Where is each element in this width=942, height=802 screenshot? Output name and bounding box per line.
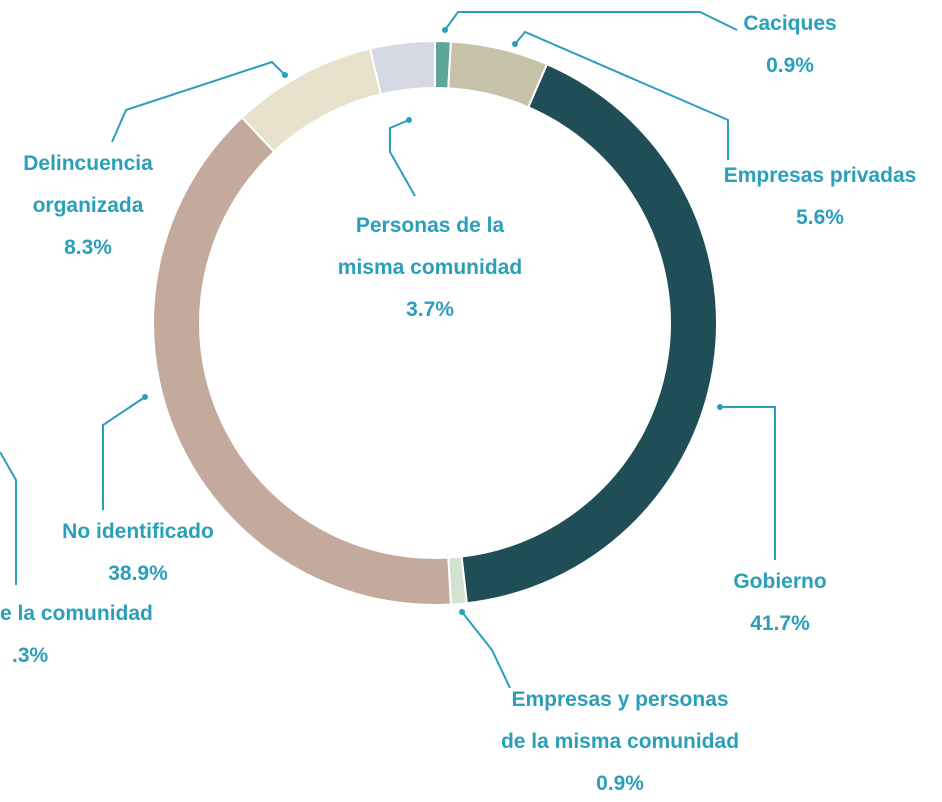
leader-line: [444, 11, 738, 31]
leader-line: [514, 30, 729, 160]
value-label: 0.9%: [766, 54, 814, 77]
leader-line: [389, 119, 416, 197]
donut-segment: [368, 39, 436, 96]
leader-lines: [0, 11, 776, 689]
leader-line: [720, 406, 776, 560]
leader-dot: [406, 117, 412, 123]
leader-line: [461, 611, 511, 689]
donut-segment: [152, 116, 452, 606]
segment-label: Caciques: [743, 12, 836, 35]
value-label: 3.7%: [406, 298, 454, 321]
leader-line: [0, 451, 17, 585]
annotation: .3%: [12, 644, 49, 667]
segment-label: de la misma comunidad: [501, 730, 739, 753]
leader-dot: [717, 404, 723, 410]
leader-dot: [459, 609, 465, 615]
segment-label: Personas de la: [356, 214, 505, 237]
segment-label: misma comunidad: [338, 256, 522, 279]
value-label: 38.9%: [108, 562, 168, 585]
leader-dot: [282, 72, 288, 78]
leader-dot: [512, 41, 518, 47]
value-label: 5.6%: [796, 206, 844, 229]
segment-label: Delincuencia: [23, 152, 153, 175]
segment-label: No identificado: [62, 520, 214, 543]
leader-dot: [442, 27, 448, 33]
annotation: e la comunidad: [0, 602, 153, 625]
segment-label: Gobierno: [733, 570, 826, 593]
donut-segment: [460, 62, 718, 605]
segment-label: Empresas privadas: [724, 164, 917, 187]
value-label: 41.7%: [750, 612, 810, 635]
leader-line: [111, 60, 286, 143]
leader-line: [102, 396, 146, 510]
value-label: 0.9%: [596, 772, 644, 795]
value-label: 8.3%: [64, 236, 112, 259]
leader-dot: [142, 394, 148, 400]
segment-label: Empresas y personas: [511, 688, 728, 711]
donut-ring: [152, 39, 718, 606]
segment-label: organizada: [33, 194, 144, 217]
